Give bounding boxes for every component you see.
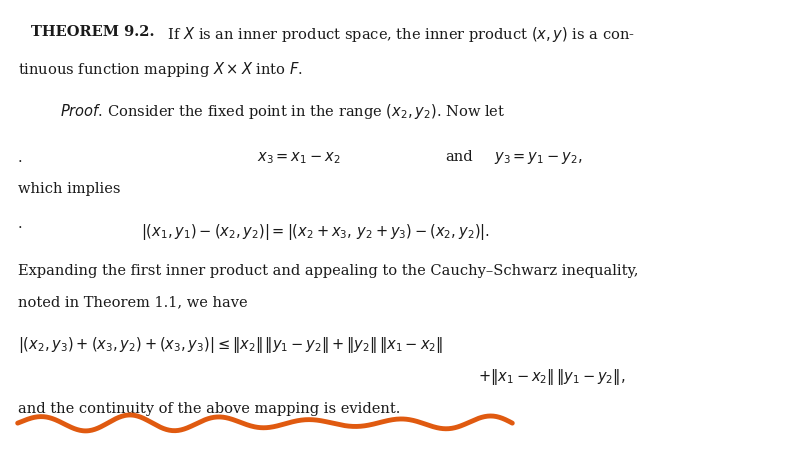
Text: Expanding the first inner product and appealing to the Cauchy–Schwarz inequality: Expanding the first inner product and ap… (18, 264, 638, 278)
Text: and the continuity of the above mapping is evident.: and the continuity of the above mapping … (18, 402, 399, 416)
Text: tinuous function mapping $X \times X$ into $F$.: tinuous function mapping $X \times X$ in… (18, 60, 302, 79)
Text: $y_3 = y_1 - y_2,$: $y_3 = y_1 - y_2,$ (493, 150, 581, 166)
Text: $|(x_2, y_3) + (x_3, y_2) + (x_3, y_3)| \leq \|x_2\|\,\|y_1 - y_2\| + \|y_2\|\,\: $|(x_2, y_3) + (x_3, y_2) + (x_3, y_3)| … (18, 335, 442, 355)
Text: .: . (18, 217, 22, 231)
Text: which implies: which implies (18, 182, 120, 196)
Text: $\mathit{Proof}$. Consider the fixed point in the range $(x_2, y_2)$. Now let: $\mathit{Proof}$. Consider the fixed poi… (60, 102, 504, 121)
Text: If $X$ is an inner product space, the inner product $(x, y)$ is a con-: If $X$ is an inner product space, the in… (163, 25, 634, 44)
Text: and: and (445, 150, 472, 164)
Text: THEOREM 9.2.: THEOREM 9.2. (30, 25, 154, 39)
Text: .: . (18, 151, 22, 165)
Text: $|(x_1, y_1) - (x_2, y_2)| = |(x_2 + x_3,\, y_2 + y_3) - (x_2, y_2)|.$: $|(x_1, y_1) - (x_2, y_2)| = |(x_2 + x_3… (140, 222, 488, 242)
Text: noted in Theorem 1.1, we have: noted in Theorem 1.1, we have (18, 295, 247, 309)
Text: $x_3 = x_1 - x_2$: $x_3 = x_1 - x_2$ (257, 150, 340, 166)
Text: $+ \|x_1 - x_2\|\,\|y_1 - y_2\|,$: $+ \|x_1 - x_2\|\,\|y_1 - y_2\|,$ (477, 367, 625, 387)
